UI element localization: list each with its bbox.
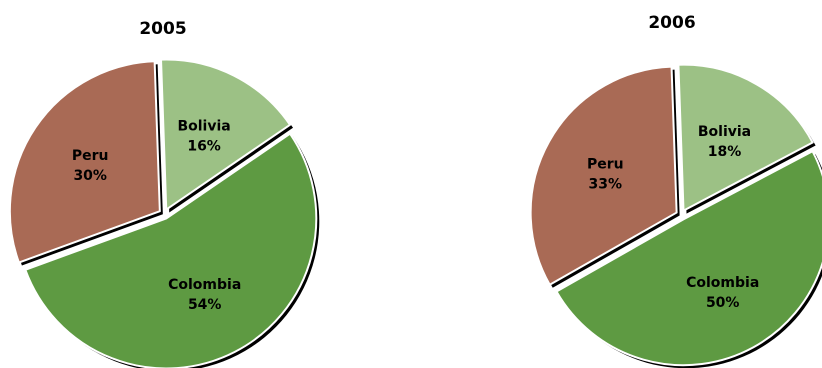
slice-label: Bolivia xyxy=(698,124,751,140)
pie-slice-bolivia xyxy=(160,58,292,211)
slice-label: Peru xyxy=(587,157,624,173)
slice-label: Colombia xyxy=(168,277,241,293)
slice-value-label: 50% xyxy=(706,295,740,311)
pie-slice-bolivia xyxy=(677,63,814,212)
pie-chart-2006: 2006 Bolivia 18% Colombia 50% Peru 33% xyxy=(529,13,822,368)
slice-value-label: 16% xyxy=(187,139,221,155)
slice-value-label: 54% xyxy=(188,297,222,313)
pie-slice-colombia xyxy=(24,132,318,368)
pie-slice-peru xyxy=(8,60,161,264)
slice-label: Bolivia xyxy=(177,119,230,135)
pie-slice-colombia xyxy=(555,150,822,367)
chart-title: 2006 xyxy=(648,13,695,33)
chart-title: 2005 xyxy=(139,19,186,39)
slice-value-label: 33% xyxy=(589,177,623,193)
pie-slice-peru xyxy=(529,65,678,286)
pie-chart-2005: 2005 Bolivia 16% Colombia 54% Peru 30% xyxy=(8,19,320,368)
slice-label: Colombia xyxy=(686,275,759,291)
slice-label: Peru xyxy=(72,148,109,164)
slice-value-label: 30% xyxy=(73,168,107,184)
slice-value-label: 18% xyxy=(708,144,742,160)
